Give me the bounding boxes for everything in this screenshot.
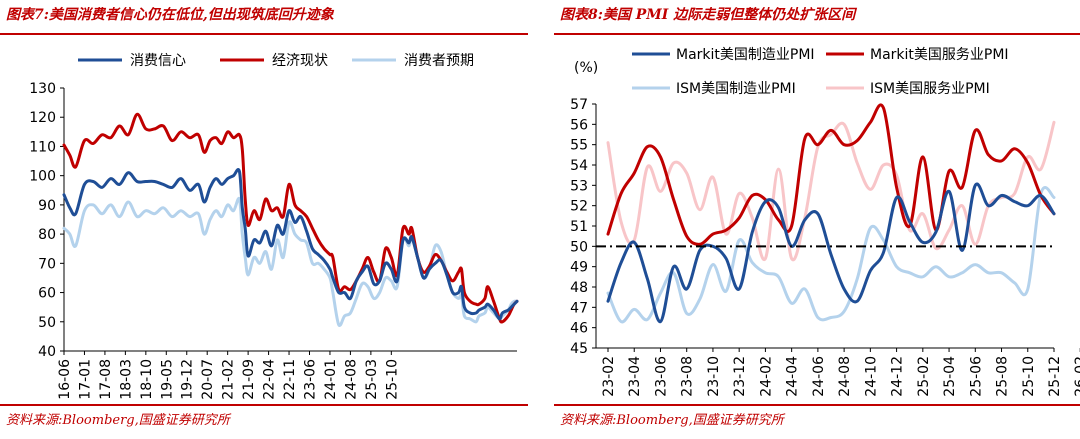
- x-tick-label: 24-08: [343, 359, 359, 400]
- x-tick-label: 23-06: [302, 359, 318, 400]
- legend-label: Markit美国服务业PMI: [870, 47, 1009, 63]
- legend-label: 消费信心: [130, 53, 186, 69]
- y-tick-label: 46: [570, 321, 588, 337]
- x-tick-label: 23-06: [653, 356, 669, 397]
- x-tick-label: 16-06: [57, 359, 73, 400]
- y-tick-label: 120: [29, 110, 56, 126]
- x-tick-label: 17-01: [77, 359, 93, 400]
- x-tick-label: 25-04: [942, 356, 958, 397]
- series-line-2: [606, 103, 1056, 246]
- x-tick-label: 24-10: [863, 356, 879, 397]
- legend-label: ISM美国服务业PMI: [870, 81, 990, 97]
- x-tick-label: 23-12: [732, 356, 748, 397]
- legend-label: ISM美国制造业PMI: [676, 81, 796, 97]
- x-tick-label: 24-01: [323, 359, 339, 400]
- left-chart-title: 图表7:美国消费者信心仍在低位,但出现筑底回升迹象: [6, 7, 334, 23]
- x-tick-label: 21-09: [241, 359, 257, 400]
- left-chart-source: 资料来源:Bloomberg,国盛证券研究所: [6, 413, 230, 428]
- y-tick-label: 110: [29, 139, 56, 155]
- left-chart-panel: 图表7:美国消费者信心仍在低位,但出现筑底回升迹象 40 50 60 70 80 90 10…: [0, 0, 528, 439]
- x-tick-label: 19-12: [180, 359, 196, 400]
- y-tick-label: 50: [38, 315, 56, 331]
- y-axis-unit: (%): [574, 60, 598, 76]
- x-tick-label: 24-04: [785, 356, 801, 397]
- y-tick-label: 80: [38, 227, 56, 243]
- left-source-rule: [0, 404, 528, 406]
- y-tick-label: 53: [570, 178, 588, 194]
- y-tick-label: 52: [570, 199, 588, 215]
- x-tick-label: 18-10: [139, 359, 155, 400]
- y-tick-label: 50: [570, 239, 588, 255]
- x-tick-label: 23-04: [627, 356, 643, 397]
- y-tick-label: 55: [570, 138, 588, 154]
- right-source-rule: [554, 404, 1080, 406]
- y-tick-label: 90: [38, 198, 56, 214]
- x-tick-label: 22-04: [262, 359, 278, 400]
- y-tick-label: 49: [570, 260, 588, 276]
- series-line-3: [606, 186, 1056, 324]
- legend-label: 经济现状: [272, 53, 328, 69]
- us-pmi-chart: 45 46 47 48 49 50 51 52 53 54 55 56 57 (%) 23-02 23-04 2…: [570, 47, 1080, 397]
- y-tick-label: 70: [38, 256, 56, 272]
- y-tick-label: 54: [570, 158, 588, 174]
- x-tick-label: 23-10: [706, 356, 722, 397]
- x-tick-label: 24-02: [758, 356, 774, 397]
- x-tick-label: 25-12: [1047, 356, 1063, 397]
- x-tick-label: 25-02: [916, 356, 932, 397]
- x-tick-label: 18-03: [118, 359, 134, 400]
- x-tick-label: 23-02: [601, 356, 617, 397]
- x-tick-label: 24-12: [890, 356, 906, 397]
- x-tick-label: 25-08: [995, 356, 1011, 397]
- x-tick-label: 24-08: [837, 356, 853, 397]
- right-chart-title: 图表8:美国 PMI 边际走弱但整体仍处扩张区间: [560, 7, 856, 23]
- legend-label: Markit美国制造业PMI: [676, 47, 815, 63]
- x-tick-label: 25-10: [1021, 356, 1037, 397]
- y-tick-label: 40: [38, 344, 56, 360]
- right-chart-panel: 图表8:美国 PMI 边际走弱但整体仍处扩张区间 45 46 47 48 49 50 51 5…: [554, 0, 1080, 439]
- x-tick-label: 21-02: [221, 359, 237, 400]
- x-tick-label: 17-08: [98, 359, 114, 400]
- left-title-rule: [0, 33, 528, 35]
- series-line-1: [606, 182, 1056, 324]
- x-tick-label: 24-06: [811, 356, 827, 397]
- y-tick-label: 130: [29, 81, 56, 97]
- y-tick-label: 100: [29, 169, 56, 185]
- y-tick-label: 48: [570, 280, 588, 296]
- x-tick-label: 25-10: [384, 359, 400, 400]
- y-tick-label: 57: [570, 97, 588, 113]
- x-tick-label: 19-05: [159, 359, 175, 400]
- y-tick-label: 60: [38, 286, 56, 302]
- x-tick-label: 26-02: [1073, 356, 1080, 397]
- y-tick-label: 51: [570, 219, 588, 235]
- right-chart-source: 资料来源:Bloomberg,国盛证券研究所: [560, 413, 784, 428]
- series-line-1: [62, 168, 519, 321]
- legend-label: 消费者预期: [404, 53, 474, 69]
- x-tick-label: 25-06: [968, 356, 984, 397]
- series-line-3: [62, 196, 519, 328]
- y-tick-label: 47: [570, 300, 588, 316]
- x-tick-label: 23-08: [680, 356, 696, 397]
- y-tick-label: 56: [570, 117, 588, 133]
- series-line-2: [62, 112, 519, 324]
- x-tick-label: 20-07: [200, 359, 216, 400]
- series-line-4: [606, 120, 1056, 262]
- y-tick-label: 45: [570, 341, 588, 357]
- x-tick-label: 22-11: [282, 359, 298, 400]
- right-title-rule: [554, 33, 1080, 35]
- x-tick-label: 25-03: [364, 359, 380, 400]
